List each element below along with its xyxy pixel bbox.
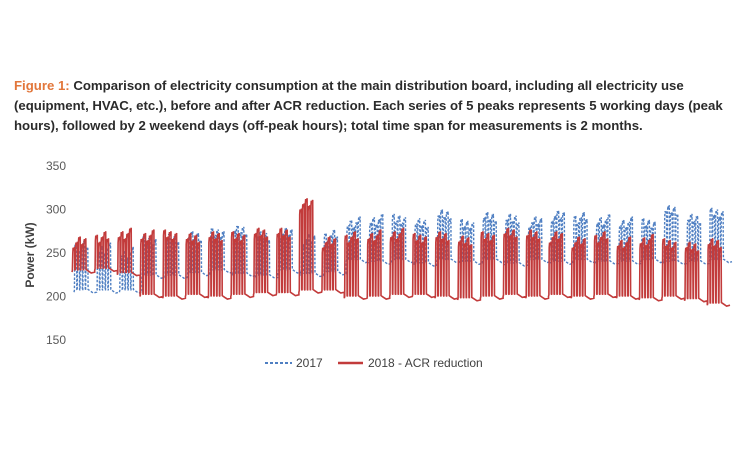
y-tick-label: 200 — [46, 290, 66, 304]
y-tick-label: 150 — [46, 333, 66, 347]
series-line-2017 — [73, 205, 733, 294]
legend-label-2017: 2017 — [296, 356, 323, 370]
figure-caption: Figure 1: Comparison of electricity cons… — [14, 76, 736, 136]
y-tick-label: 300 — [46, 203, 66, 217]
legend-label-2018: 2018 - ACR reduction — [368, 356, 483, 370]
y-tick-label: 250 — [46, 246, 66, 260]
figure-caption-text: Comparison of electricity consumption at… — [14, 78, 723, 133]
legend: 2017 2018 - ACR reduction — [265, 356, 483, 370]
plot-area — [71, 198, 733, 307]
y-axis: 150 200 250 300 350 — [46, 159, 66, 347]
y-tick-label: 350 — [46, 159, 66, 173]
power-line-chart: 150 200 250 300 350 Power (kW) 2017 2018 - A… — [23, 159, 733, 370]
figure-label: Figure 1: — [14, 78, 70, 93]
y-axis-label: Power (kW) — [23, 222, 37, 287]
series-line-2018 — [71, 198, 731, 307]
